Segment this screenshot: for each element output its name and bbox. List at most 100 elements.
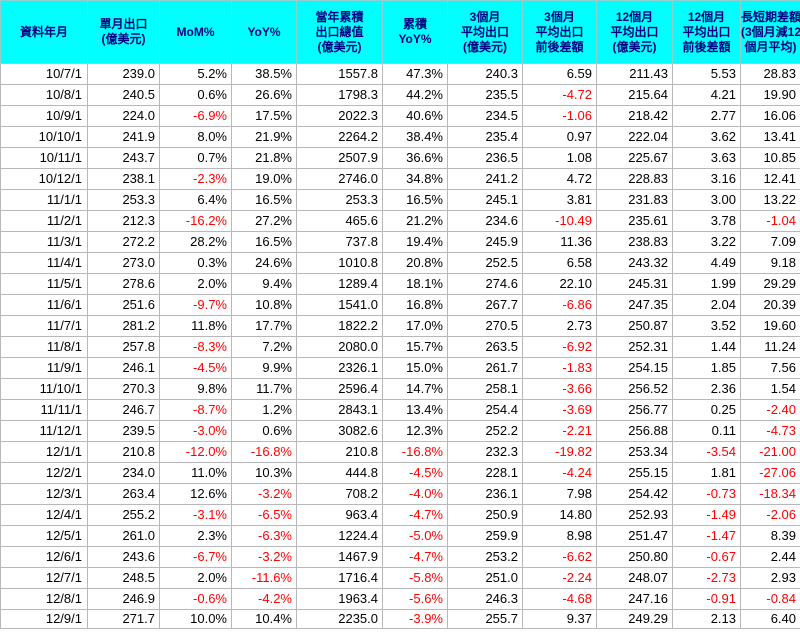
value-cell: 2.36 xyxy=(672,378,741,400)
value-cell: 9.37 xyxy=(522,609,597,629)
table-row: 12/1/1 210.8 -12.0% -16.8% 210.8 -16.8% 232.3-… xyxy=(0,441,800,463)
value-cell: 2.44 xyxy=(740,546,800,568)
date-cell: 12/8/1 xyxy=(0,588,88,610)
value-cell: 2.3% xyxy=(159,525,232,547)
column-header: 長短期差額 (3個月減12 個月平均) xyxy=(740,0,800,64)
value-cell: 218.42 xyxy=(596,105,673,127)
value-cell: -1.47 xyxy=(672,525,741,547)
value-cell: 246.1 xyxy=(87,357,160,379)
value-cell: -11.6% xyxy=(231,567,297,589)
value-cell: -0.84 xyxy=(740,588,800,610)
value-cell: 2264.2 xyxy=(296,126,383,148)
value-cell: 240.3 xyxy=(447,63,523,85)
value-cell: 258.1 xyxy=(447,378,523,400)
value-cell: 2.77 xyxy=(672,105,741,127)
column-header-line: (3個月減12 xyxy=(741,24,800,39)
table-row: 12/2/1 234.0 11.0% 10.3% 444.8 -4.5% 228.1 -4.2… xyxy=(0,462,800,484)
value-cell: 1557.8 xyxy=(296,63,383,85)
value-cell: -5.6% xyxy=(382,588,448,610)
value-cell: 243.6 xyxy=(87,546,160,568)
value-cell: 222.04 xyxy=(596,126,673,148)
value-cell: 8.98 xyxy=(522,525,597,547)
value-cell: 8.0% xyxy=(159,126,232,148)
value-cell: -4.0% xyxy=(382,483,448,505)
table-row: 11/5/1 278.6 2.0% 9.4% 1289.4 18.1% 274.6 22.10… xyxy=(0,273,800,295)
value-cell: 0.6% xyxy=(159,84,232,106)
value-cell: 2596.4 xyxy=(296,378,383,400)
date-cell: 11/3/1 xyxy=(0,231,88,253)
table-row: 10/11/1 243.7 0.7% 21.8% 2507.9 36.6% 236.5 1.0… xyxy=(0,147,800,169)
date-cell: 11/8/1 xyxy=(0,336,88,358)
column-header-line: 平均出口 xyxy=(460,24,509,39)
value-cell: 2.04 xyxy=(672,294,741,316)
value-cell: -3.0% xyxy=(159,420,232,442)
value-cell: 737.8 xyxy=(296,231,383,253)
table-body: 10/7/1 239.0 5.2% 38.5% 1557.8 47.3% 240.3 6.59… xyxy=(0,63,800,629)
value-cell: 5.2% xyxy=(159,63,232,85)
value-cell: 47.3% xyxy=(382,63,448,85)
column-header-line: 3個月 xyxy=(469,9,501,24)
value-cell: -3.2% xyxy=(231,546,297,568)
value-cell: 1289.4 xyxy=(296,273,383,295)
table-row: 11/8/1 257.8 -8.3% 7.2% 2080.0 15.7% 263.5 -6.9… xyxy=(0,336,800,358)
value-cell: 15.7% xyxy=(382,336,448,358)
date-cell: 11/7/1 xyxy=(0,315,88,337)
value-cell: 253.34 xyxy=(596,441,673,463)
value-cell: 256.88 xyxy=(596,420,673,442)
value-cell: 17.0% xyxy=(382,315,448,337)
value-cell: 1716.4 xyxy=(296,567,383,589)
value-cell: 257.8 xyxy=(87,336,160,358)
date-cell: 11/2/1 xyxy=(0,210,88,232)
value-cell: 0.3% xyxy=(159,252,232,274)
value-cell: 2.0% xyxy=(159,273,232,295)
value-cell: 11.8% xyxy=(159,315,232,337)
date-cell: 11/5/1 xyxy=(0,273,88,295)
value-cell: 278.6 xyxy=(87,273,160,295)
table-row: 11/6/1 251.6 -9.7% 10.8% 1541.0 16.8% 267.7 -6.… xyxy=(0,294,800,316)
value-cell: 211.43 xyxy=(596,63,673,85)
value-cell: -6.7% xyxy=(159,546,232,568)
column-header: 12個月 平均出口 (億美元) xyxy=(596,0,673,64)
table-row: 10/12/1 238.1 -2.3% 19.0% 2746.0 34.8% 241.2 4.… xyxy=(0,168,800,190)
value-cell: 1.2% xyxy=(231,399,297,421)
value-cell: -4.73 xyxy=(740,420,800,442)
column-header-line: 12個月 xyxy=(615,9,654,24)
header-row: 資料年月 單月出口 (億美元) MoM% YoY% 當年累積 出口總值 (億美元) 累積 YoY%… xyxy=(0,0,800,64)
value-cell: 3.00 xyxy=(672,189,741,211)
value-cell: 13.4% xyxy=(382,399,448,421)
value-cell: 27.2% xyxy=(231,210,297,232)
table-header: 資料年月 單月出口 (億美元) MoM% YoY% 當年累積 出口總值 (億美元) 累積 YoY%… xyxy=(0,0,800,64)
value-cell: 241.9 xyxy=(87,126,160,148)
value-cell: 252.2 xyxy=(447,420,523,442)
value-cell: -0.73 xyxy=(672,483,741,505)
value-cell: 3082.6 xyxy=(296,420,383,442)
column-header-line: MoM% xyxy=(176,24,215,39)
value-cell: -2.24 xyxy=(522,567,597,589)
table-row: 12/7/1 248.5 2.0% -11.6% 1716.4 -5.8% 251.0 -2.… xyxy=(0,567,800,589)
table-row: 11/4/1 273.0 0.3% 24.6% 1010.8 20.8% 252.5 6.58… xyxy=(0,252,800,274)
value-cell: -0.67 xyxy=(672,546,741,568)
value-cell: 0.7% xyxy=(159,147,232,169)
date-cell: 10/11/1 xyxy=(0,147,88,169)
value-cell: 11.7% xyxy=(231,378,297,400)
value-cell: 9.9% xyxy=(231,357,297,379)
value-cell: -3.69 xyxy=(522,399,597,421)
value-cell: 963.4 xyxy=(296,504,383,526)
value-cell: 251.0 xyxy=(447,567,523,589)
date-cell: 10/8/1 xyxy=(0,84,88,106)
value-cell: 249.29 xyxy=(596,609,673,629)
date-cell: 12/5/1 xyxy=(0,525,88,547)
value-cell: 29.29 xyxy=(740,273,800,295)
value-cell: 17.7% xyxy=(231,315,297,337)
value-cell: 1822.2 xyxy=(296,315,383,337)
value-cell: 234.6 xyxy=(447,210,523,232)
value-cell: 6.58 xyxy=(522,252,597,274)
value-cell: 251.47 xyxy=(596,525,673,547)
value-cell: -1.49 xyxy=(672,504,741,526)
value-cell: 267.7 xyxy=(447,294,523,316)
value-cell: -8.3% xyxy=(159,336,232,358)
date-cell: 12/3/1 xyxy=(0,483,88,505)
column-header-line: 平均出口 xyxy=(535,24,584,39)
column-header: MoM% xyxy=(159,0,232,64)
